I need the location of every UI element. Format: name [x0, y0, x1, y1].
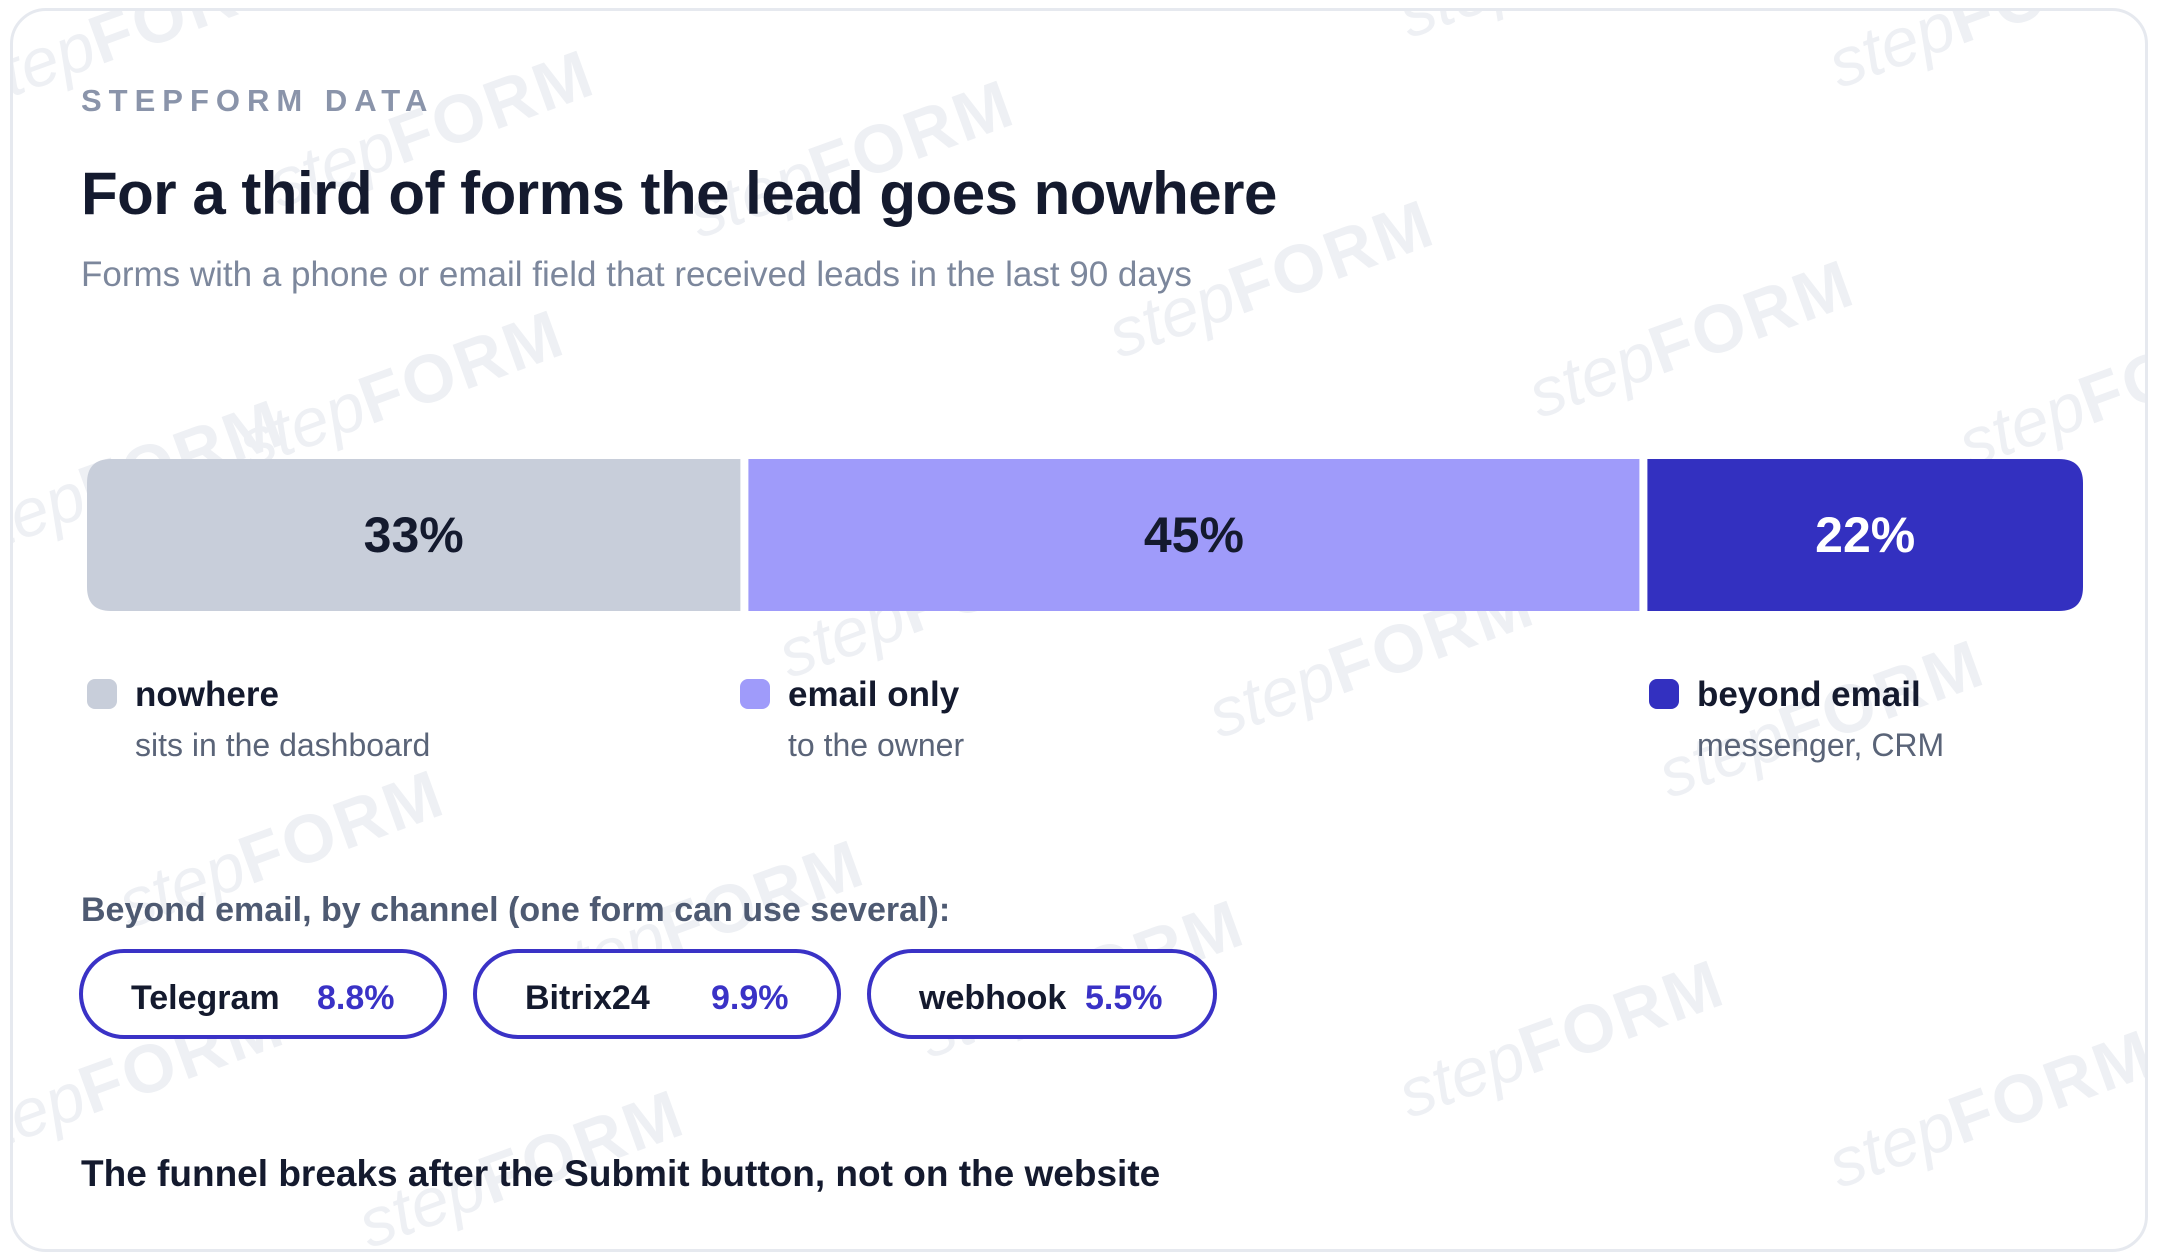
footer-note: The funnel breaks after the Submit butto…: [81, 1153, 1161, 1194]
bar-segment-beyond-email: [1647, 459, 2083, 611]
bar-value-label: 33%: [364, 507, 464, 563]
legend-description: messenger, CRM: [1697, 727, 1945, 763]
chart-title: For a third of forms the lead goes nowhe…: [81, 160, 1277, 227]
legend-description: sits in the dashboard: [135, 727, 431, 763]
bar-value-label: 22%: [1815, 507, 1915, 563]
channel-chip-webhook: webhook 5.5%: [867, 949, 1217, 1039]
legend-title: email only: [788, 675, 960, 714]
legend-swatch: [1649, 679, 1679, 709]
brand-label: STEPFORM DATA: [81, 83, 435, 118]
channel-chip-bitrix24: Bitrix24 9.9%: [473, 949, 841, 1039]
channel-value: 9.9%: [711, 979, 789, 1017]
bar-segment-email-only: [748, 459, 1640, 611]
stacked-bar-chart: 33% 45% 22%: [87, 459, 2083, 611]
channel-value: 5.5%: [1085, 979, 1163, 1017]
bar-value-label: 45%: [1144, 507, 1244, 563]
channel-name: Bitrix24: [525, 979, 650, 1017]
channel-name: webhook: [919, 979, 1067, 1017]
legend-description: to the owner: [788, 727, 965, 763]
channel-value: 8.8%: [317, 979, 395, 1017]
bar-segment-nowhere: [87, 459, 741, 611]
channel-name: Telegram: [131, 979, 280, 1017]
legend-swatch: [87, 679, 117, 709]
legend-title: beyond email: [1697, 675, 1921, 714]
channels-heading: Beyond email, by channel (one form can u…: [81, 891, 951, 929]
legend-swatch: [740, 679, 770, 709]
chart-subtitle: Forms with a phone or email field that r…: [81, 255, 1192, 294]
chart-card: stepFORMstepFORMstepFORMstepFORMstepFORM…: [10, 8, 2148, 1252]
legend-title: nowhere: [135, 675, 279, 714]
channel-chip-telegram: Telegram 8.8%: [79, 949, 447, 1039]
